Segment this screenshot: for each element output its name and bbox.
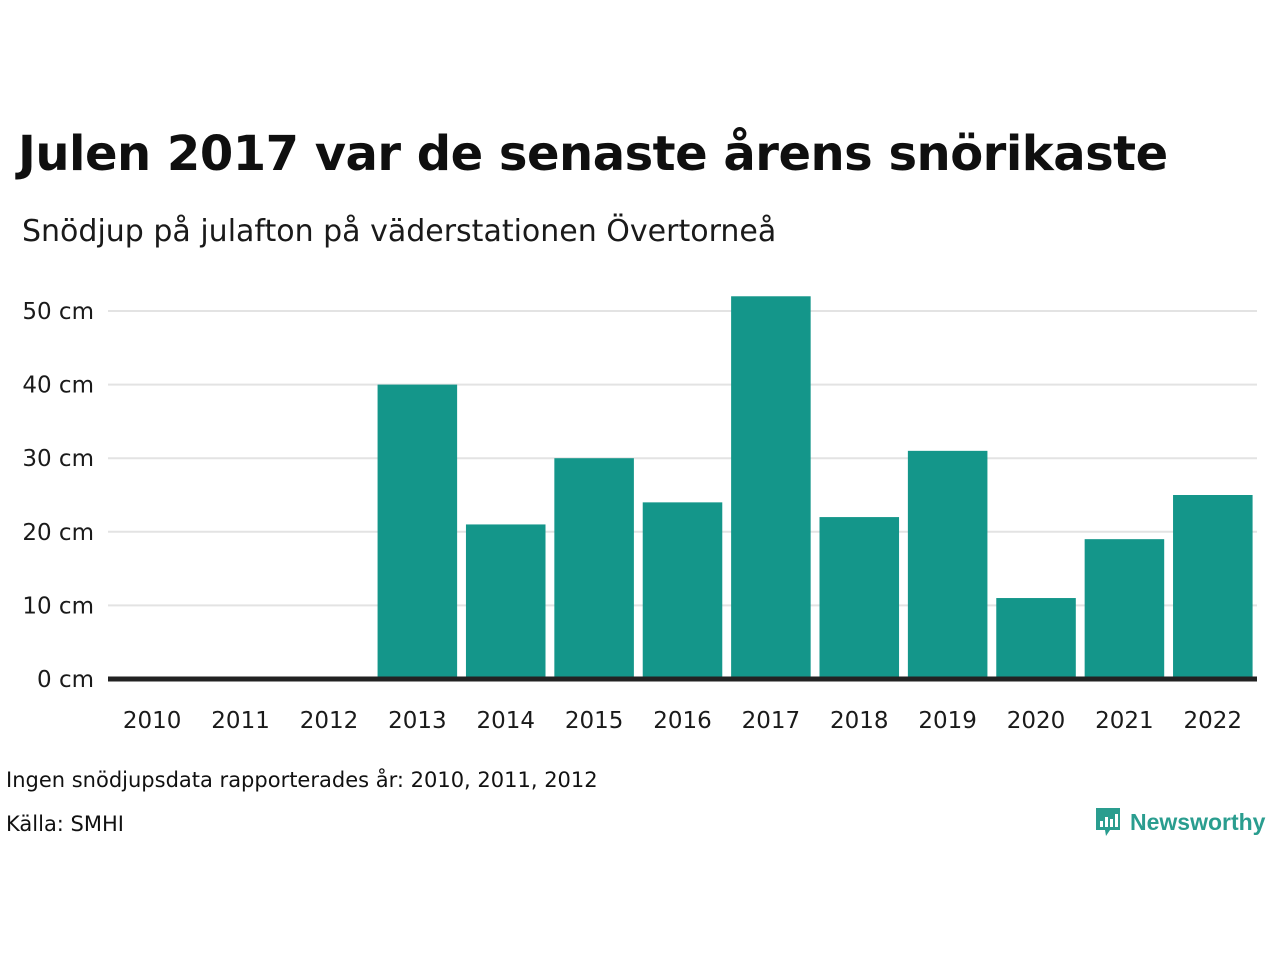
source-label: Källa: SMHI xyxy=(6,812,124,836)
x-tick-label: 2012 xyxy=(300,708,359,734)
x-tick-label: 2011 xyxy=(211,708,270,734)
bar-chart-speech-bubble-icon xyxy=(1096,808,1120,836)
x-tick-label: 2013 xyxy=(388,708,447,734)
y-tick-label: 10 cm xyxy=(22,593,94,619)
bar-2017 xyxy=(731,296,811,679)
y-tick-label: 40 cm xyxy=(22,373,94,399)
x-axis-ticks: 2010 2011 2012 2013 2014 2015 2016 2017 2018 2019… xyxy=(123,708,1242,734)
y-axis-ticks: 0 cm 10 cm 20 cm 30 cm 40 cm 50 cm xyxy=(22,299,94,693)
chart-title: Julen 2017 var de senaste årens snörikas… xyxy=(18,126,1168,182)
bar-2020 xyxy=(996,598,1076,679)
x-tick-label: 2016 xyxy=(653,708,712,734)
y-tick-label: 50 cm xyxy=(22,299,94,325)
x-tick-label: 2018 xyxy=(830,708,889,734)
logo-text: Newsworthy xyxy=(1130,808,1266,835)
x-tick-label: 2015 xyxy=(565,708,624,734)
x-tick-label: 2021 xyxy=(1095,708,1154,734)
chart-subtitle: Snödjup på julafton på väderstationen Öv… xyxy=(22,214,777,249)
newsworthy-logo: Newsworthy xyxy=(1094,806,1265,838)
x-tick-label: 2022 xyxy=(1184,708,1243,734)
x-tick-label: 2017 xyxy=(742,708,801,734)
x-tick-label: 2020 xyxy=(1007,708,1066,734)
bar-2015 xyxy=(554,458,634,679)
bar-2021 xyxy=(1084,539,1165,679)
y-tick-label: 0 cm xyxy=(37,667,94,693)
bar-2018 xyxy=(819,517,900,679)
bar-2013 xyxy=(377,384,458,679)
bar-2014 xyxy=(465,524,546,679)
bar-2019 xyxy=(907,450,988,679)
y-tick-label: 30 cm xyxy=(22,446,94,472)
x-tick-label: 2010 xyxy=(123,708,182,734)
missing-data-note: Ingen snödjupsdata rapporterades år: 201… xyxy=(6,768,598,792)
y-tick-label: 20 cm xyxy=(22,520,94,546)
x-tick-label: 2014 xyxy=(476,708,535,734)
x-tick-label: 2019 xyxy=(918,708,977,734)
bar-2022 xyxy=(1173,495,1253,679)
bars xyxy=(108,296,1257,682)
bar-2016 xyxy=(642,502,723,679)
